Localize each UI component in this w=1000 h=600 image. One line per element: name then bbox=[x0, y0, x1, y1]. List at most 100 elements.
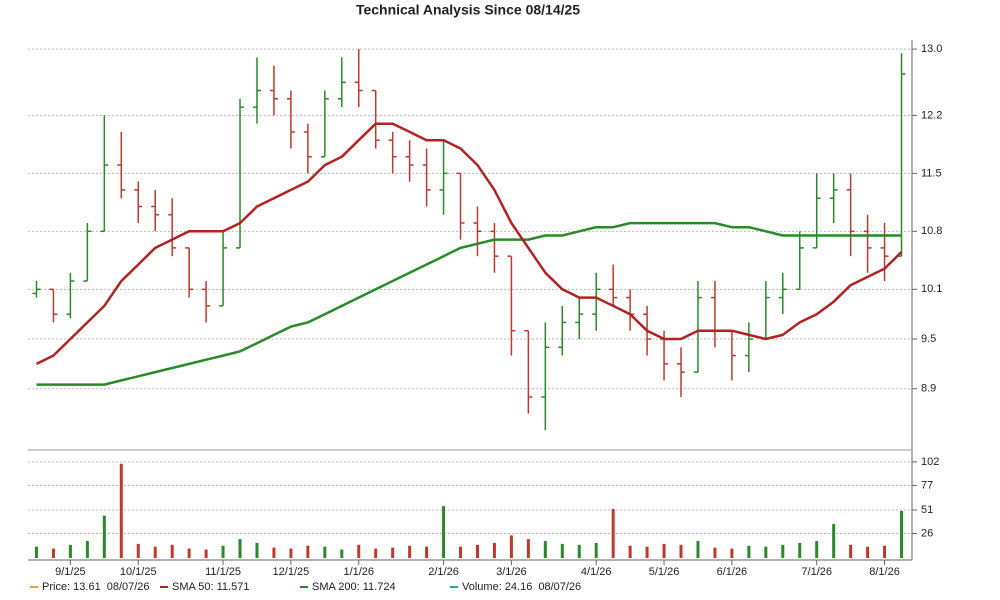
ohlc-bar bbox=[32, 281, 41, 298]
volume-bar bbox=[526, 539, 530, 558]
sma50-line bbox=[35, 122, 903, 366]
ohlc-bar bbox=[202, 281, 211, 323]
ohlc-bar bbox=[337, 57, 346, 108]
legend-label: Volume: 24.16 bbox=[462, 581, 532, 593]
ohlc-bar bbox=[693, 281, 702, 373]
volume-bar bbox=[560, 543, 564, 558]
volume-bar bbox=[611, 509, 615, 558]
volume-bar bbox=[374, 548, 378, 558]
volume-bar bbox=[747, 545, 751, 558]
ohlc-bar bbox=[320, 90, 329, 158]
ohlc-bar bbox=[66, 272, 75, 319]
ohlc-bar bbox=[219, 231, 228, 307]
ohlc-bar bbox=[439, 140, 448, 215]
ohlc-bar bbox=[490, 223, 499, 273]
volume-bar bbox=[781, 544, 785, 558]
ohlc-bar bbox=[507, 255, 516, 356]
ohlc-bar bbox=[880, 223, 889, 282]
ohlc-bar bbox=[795, 231, 804, 291]
volume-bar bbox=[509, 535, 513, 558]
ohlc-bar bbox=[829, 173, 838, 224]
volume-bar bbox=[442, 506, 446, 558]
legend-label: SMA 200: 11.724 bbox=[312, 581, 396, 593]
volume-bar bbox=[832, 524, 836, 558]
volume-bar bbox=[255, 542, 259, 558]
ohlc-bar bbox=[609, 264, 618, 306]
volume-bar bbox=[645, 546, 649, 558]
legend-date: 08/07/26 bbox=[538, 581, 581, 593]
ohlc-bar bbox=[151, 189, 160, 232]
volume-tick-label: 77 bbox=[921, 479, 933, 491]
ohlc-bar bbox=[354, 49, 363, 108]
volume-bar bbox=[187, 548, 191, 558]
volume-bar bbox=[577, 544, 581, 558]
ohlc-bar bbox=[134, 181, 143, 224]
y-tick-label: 9.5 bbox=[921, 333, 936, 345]
ohlc-bar bbox=[677, 347, 686, 397]
volume-bar bbox=[289, 548, 293, 558]
volume-bar bbox=[136, 543, 140, 558]
volume-bar bbox=[85, 541, 89, 558]
ohlc-bar bbox=[100, 115, 109, 233]
volume-bar bbox=[272, 547, 276, 558]
volume-bar bbox=[391, 547, 395, 558]
ohlc-bar bbox=[117, 131, 126, 199]
x-tick-label: 12/1/25 bbox=[273, 566, 310, 578]
ohlc-bar bbox=[575, 297, 584, 340]
ohlc-bar bbox=[405, 140, 414, 182]
volume-bar bbox=[238, 539, 242, 558]
ohlc-bar bbox=[541, 322, 550, 431]
volume-bar bbox=[408, 545, 412, 558]
volume-bar bbox=[900, 510, 904, 558]
ohlc-bar bbox=[558, 305, 567, 356]
ohlc-bar bbox=[49, 288, 58, 323]
chart-title: Technical Analysis Since 08/14/25 bbox=[356, 2, 580, 18]
volume-bar bbox=[170, 544, 174, 558]
volume-bar bbox=[475, 544, 479, 558]
ohlc-bar bbox=[473, 206, 482, 257]
volume-bar bbox=[340, 549, 344, 558]
volume-bar bbox=[153, 546, 157, 558]
volume-bar bbox=[730, 548, 734, 558]
volume-bar bbox=[51, 548, 55, 558]
ohlc-bar bbox=[388, 131, 397, 174]
volume-tick-label: 51 bbox=[921, 504, 933, 516]
volume-bar bbox=[662, 543, 666, 558]
volume-bar bbox=[492, 542, 496, 558]
x-tick-label: 7/1/26 bbox=[801, 566, 832, 578]
ohlc-bar bbox=[592, 272, 601, 331]
volume-tick-label: 26 bbox=[921, 527, 933, 539]
volume-bar bbox=[221, 545, 225, 558]
volume-bar bbox=[102, 515, 106, 558]
volume-bar bbox=[459, 546, 463, 558]
x-tick-label: 2/1/26 bbox=[428, 566, 459, 578]
legend-label: Price: 13.61 bbox=[42, 581, 101, 593]
ohlc-bar bbox=[168, 198, 177, 257]
volume-bar bbox=[306, 545, 310, 558]
ohlc-bar bbox=[863, 214, 872, 273]
volume-bar bbox=[323, 546, 327, 558]
ohlc-bar bbox=[524, 329, 533, 414]
ohlc-bar bbox=[846, 173, 855, 257]
x-tick-label: 5/1/26 bbox=[649, 566, 680, 578]
volume-bar bbox=[68, 544, 72, 558]
legend-label: SMA 50: 11.571 bbox=[172, 581, 249, 593]
ohlc-bar bbox=[371, 89, 380, 149]
ohlc-bar bbox=[744, 322, 753, 373]
ohlc-bar bbox=[286, 90, 295, 149]
volume-bar bbox=[543, 541, 547, 558]
x-tick-label: 8/1/26 bbox=[869, 566, 900, 578]
volume-bar bbox=[798, 542, 802, 558]
volume-bar bbox=[357, 544, 361, 558]
volume-bar bbox=[119, 463, 123, 558]
ohlc-bar bbox=[303, 123, 312, 174]
ohlc-bar bbox=[456, 172, 465, 240]
legend-date: 08/07/26 bbox=[107, 581, 150, 593]
volume-bar bbox=[679, 544, 683, 558]
y-tick-label: 10.1 bbox=[921, 283, 942, 295]
ohlc-bar bbox=[252, 57, 261, 124]
volume-bar bbox=[594, 542, 598, 558]
y-tick-label: 13.0 bbox=[921, 43, 942, 55]
volume-tick-label: 102 bbox=[921, 456, 939, 468]
